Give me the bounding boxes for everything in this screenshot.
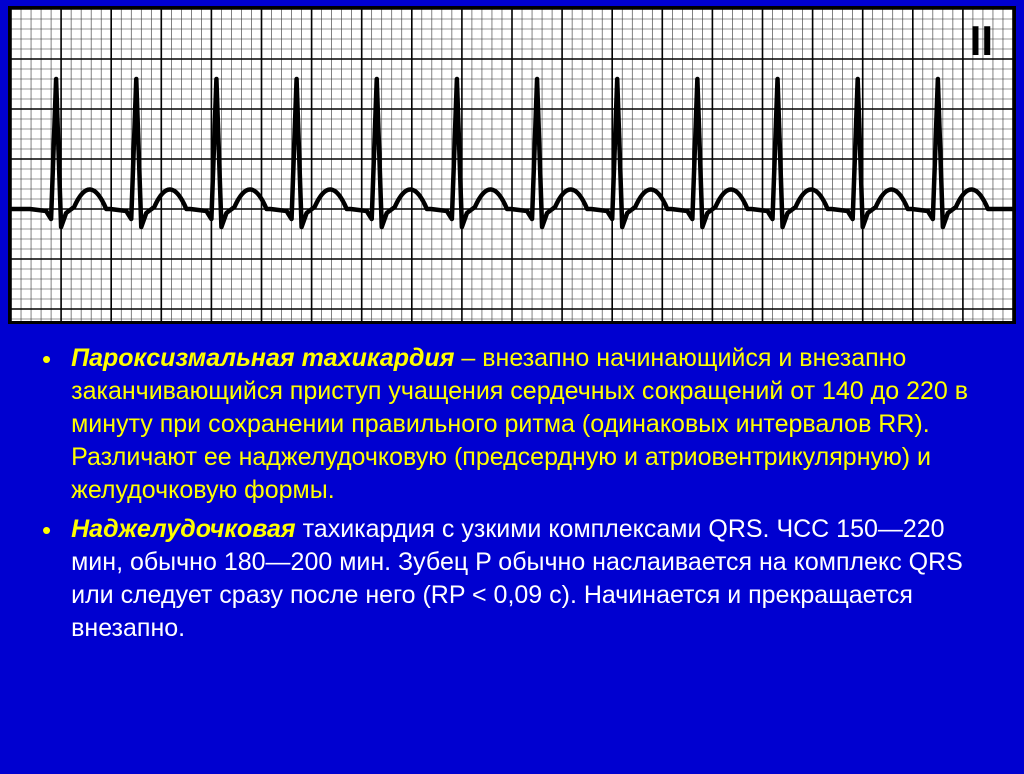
bullet-item-1: • Пароксизмальная тахикардия – внезапно … <box>28 342 996 507</box>
term-1: Пароксизмальная тахикардия <box>71 344 454 372</box>
text-content: • Пароксизмальная тахикардия – внезапно … <box>0 324 1024 645</box>
ecg-waveform <box>11 9 1013 321</box>
lead-label: II <box>970 17 993 65</box>
paragraph-2: Наджелудочковая тахикардия с узкими комп… <box>71 513 996 645</box>
bullet-marker: • <box>42 342 51 507</box>
paragraph-1: Пароксизмальная тахикардия – внезапно на… <box>71 342 996 507</box>
term-2: Наджелудочковая <box>71 515 296 543</box>
bullet-marker: • <box>42 513 51 645</box>
ecg-chart: II <box>8 6 1016 324</box>
bullet-item-2: • Наджелудочковая тахикардия с узкими ко… <box>28 513 996 645</box>
